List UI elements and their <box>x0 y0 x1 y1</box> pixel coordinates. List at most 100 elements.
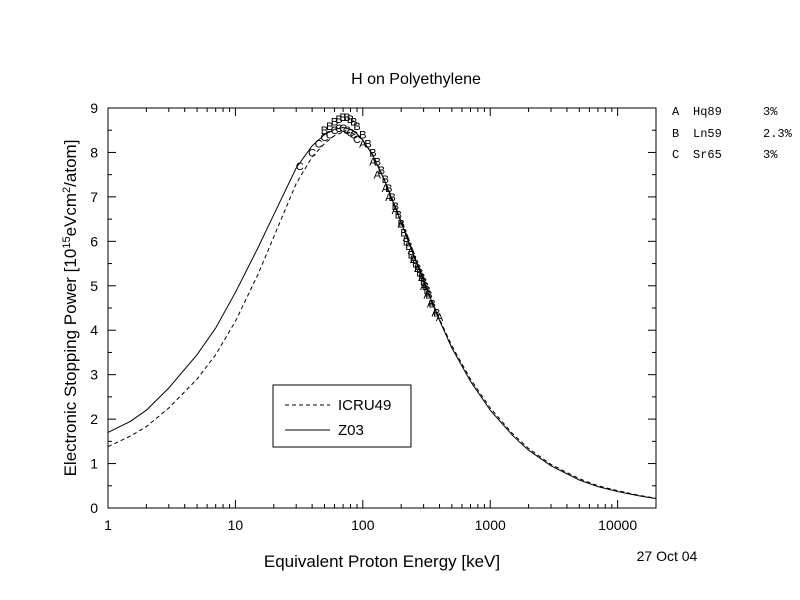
data-marker-c: C <box>315 139 323 151</box>
data-marker-b: B <box>343 112 350 124</box>
ref-value-c: 3% <box>763 148 778 162</box>
y-tick-label: 1 <box>90 456 98 472</box>
x-tick-label: 100 <box>351 517 375 533</box>
data-marker-c: C <box>350 130 358 142</box>
legend-box <box>272 384 412 448</box>
data-marker-b: B <box>424 285 431 297</box>
data-marker-a: A <box>424 290 432 302</box>
data-marker-b: B <box>412 259 419 271</box>
data-marker-b: B <box>339 112 346 124</box>
x-tick-label: 10 <box>228 517 244 533</box>
y-tick-label: 4 <box>90 322 98 338</box>
y-tick-label: 0 <box>90 500 98 516</box>
data-marker-c: C <box>346 127 354 139</box>
data-marker-c: C <box>296 161 304 173</box>
y-axis-label: Electronic Stopping Power [1015eVcm2/ato… <box>61 140 80 477</box>
data-marker-c: C <box>343 125 351 137</box>
data-marker-b: B <box>428 299 435 311</box>
ref-name-c: Sr65 <box>693 148 722 162</box>
data-marker-b: B <box>420 276 427 288</box>
ref-label-c: C <box>672 148 679 162</box>
data-marker-a: A <box>408 245 416 257</box>
data-marker-b: B <box>359 130 366 142</box>
data-marker-b: B <box>382 174 389 186</box>
data-marker-b: B <box>369 147 376 159</box>
legend: ICRU49 Z03 <box>272 384 412 448</box>
data-marker-b: B <box>350 116 357 128</box>
data-marker-b: B <box>418 272 425 284</box>
data-marker-a: A <box>432 307 440 319</box>
data-marker-b: B <box>364 139 371 151</box>
x-axis: 1 10 100 1000 10000 <box>104 108 657 533</box>
x-tick-label: 10000 <box>598 517 637 533</box>
data-marker-a: A <box>414 263 422 275</box>
data-marker-a: A <box>403 232 411 244</box>
y-tick-label: 2 <box>90 411 98 427</box>
data-marker-b: B <box>385 183 392 195</box>
reference-key: A Hq89 3% B Ln59 2.3% C Sr65 3% <box>672 105 793 162</box>
y-axis: 0 1 2 3 4 5 6 7 8 9 <box>90 100 656 516</box>
data-marker-a: A <box>427 299 435 311</box>
data-marker-c: C <box>339 123 347 135</box>
data-marker-a: A <box>436 312 444 324</box>
ref-label-b: B <box>672 127 679 141</box>
data-marker-b: B <box>389 192 396 204</box>
data-marker-b: B <box>400 227 407 239</box>
data-marker-a: A <box>374 170 382 182</box>
y-axis-label-sup-1: 15 <box>61 236 73 248</box>
data-marker-a: A <box>359 139 367 151</box>
legend-label-z03: Z03 <box>338 422 364 439</box>
data-marker-c: C <box>331 125 339 137</box>
data-marker-b: B <box>433 307 440 319</box>
data-marker-b: B <box>392 201 399 213</box>
data-marker-b: B <box>321 125 328 137</box>
data-marker-b: B <box>331 116 338 128</box>
data-marker-b: B <box>403 236 410 248</box>
legend-label-icru49: ICRU49 <box>338 397 391 414</box>
y-tick-label: 3 <box>90 367 98 383</box>
data-marker-a: A <box>392 205 400 217</box>
ref-name-b: Ln59 <box>693 127 722 141</box>
data-marker-a: A <box>398 219 406 231</box>
data-marker-c: C <box>326 130 334 142</box>
x-tick-label: 1 <box>104 517 112 533</box>
ref-value-a: 3% <box>763 105 778 119</box>
ref-value-b: 2.3% <box>763 127 793 141</box>
y-tick-label: 8 <box>90 144 98 160</box>
y-tick-label: 5 <box>90 278 98 294</box>
data-marker-b: B <box>422 281 429 293</box>
data-marker-b: B <box>398 219 405 231</box>
data-marker-b: B <box>408 250 415 262</box>
data-marker-b: B <box>326 121 333 133</box>
data-marker-a: A <box>410 254 418 266</box>
data-marker-b: B <box>410 254 417 266</box>
date-stamp: 27 Oct 04 <box>637 548 698 564</box>
ref-name-a: Hq89 <box>693 105 722 119</box>
y-tick-label: 7 <box>90 189 98 205</box>
y-axis-label-part-3: /atom] <box>61 140 80 187</box>
data-marker-c: C <box>308 147 316 159</box>
data-marker-b: B <box>405 241 412 253</box>
y-tick-label: 6 <box>90 233 98 249</box>
y-axis-label-part-1: Electronic Stopping Power [10 <box>61 249 80 477</box>
ref-label-a: A <box>672 105 680 119</box>
data-marker-c: C <box>353 134 361 146</box>
marker-layer: AAAAAAAAAAAAAAAAABBBBBBBBBBBBBBBBBBBBBBB… <box>296 112 444 324</box>
data-marker-b: B <box>416 267 423 279</box>
data-marker-b: B <box>395 210 402 222</box>
data-marker-b: B <box>347 114 354 126</box>
data-marker-b: B <box>378 165 385 177</box>
data-marker-a: A <box>382 183 390 195</box>
chart-title: H on Polyethylene <box>351 71 481 88</box>
data-marker-b: B <box>425 290 432 302</box>
data-marker-a: A <box>369 156 377 168</box>
data-marker-a: A <box>420 281 428 293</box>
data-marker-c: C <box>320 132 328 144</box>
series-line-z03 <box>107 127 657 500</box>
data-marker-c: C <box>335 123 343 135</box>
data-marker-a: A <box>385 192 393 204</box>
data-marker-b: B <box>353 121 360 133</box>
x-axis-label: Equivalent Proton Energy [keV] <box>264 552 500 571</box>
data-marker-b: B <box>414 263 421 275</box>
